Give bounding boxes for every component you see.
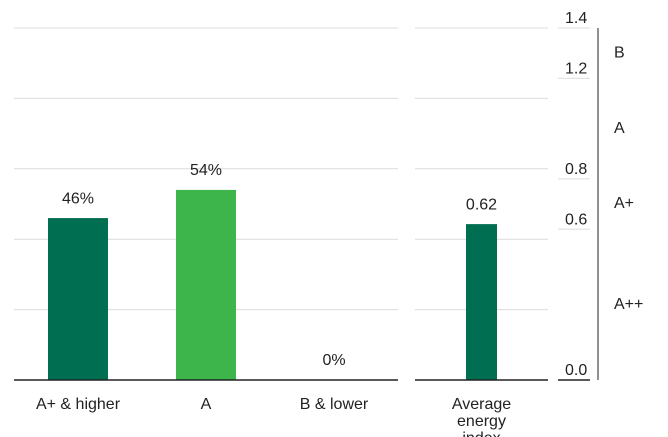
x-label-box: Average energy index [451,396,512,437]
x-tick-label: A+ & higher [35,396,121,413]
band-label: A [614,120,625,137]
bar [176,189,236,380]
y-tick-label: 0.6 [565,211,587,228]
band-label: A++ [614,296,643,313]
x-tick-label: Average energy index [451,396,512,437]
bar [466,224,497,380]
bar [48,218,108,380]
x-label-box: A [200,396,212,413]
x-tick-label: A [200,396,212,413]
band-label: B [614,44,625,61]
band-label: A+ [614,195,634,212]
y-tick-label: 0.8 [565,161,587,178]
data-label: 0% [322,352,345,369]
y-tick-label: 1.2 [565,61,587,78]
y-tick-label: 1.4 [565,10,587,27]
data-label: 54% [190,162,222,179]
y-tick-label: 0.0 [565,362,587,379]
data-label: 46% [62,190,94,207]
data-label: 0.62 [466,196,497,213]
x-label-box: B & lower [299,396,369,413]
x-tick-label: B & lower [299,396,369,413]
x-label-box: A+ & higher [35,396,121,413]
